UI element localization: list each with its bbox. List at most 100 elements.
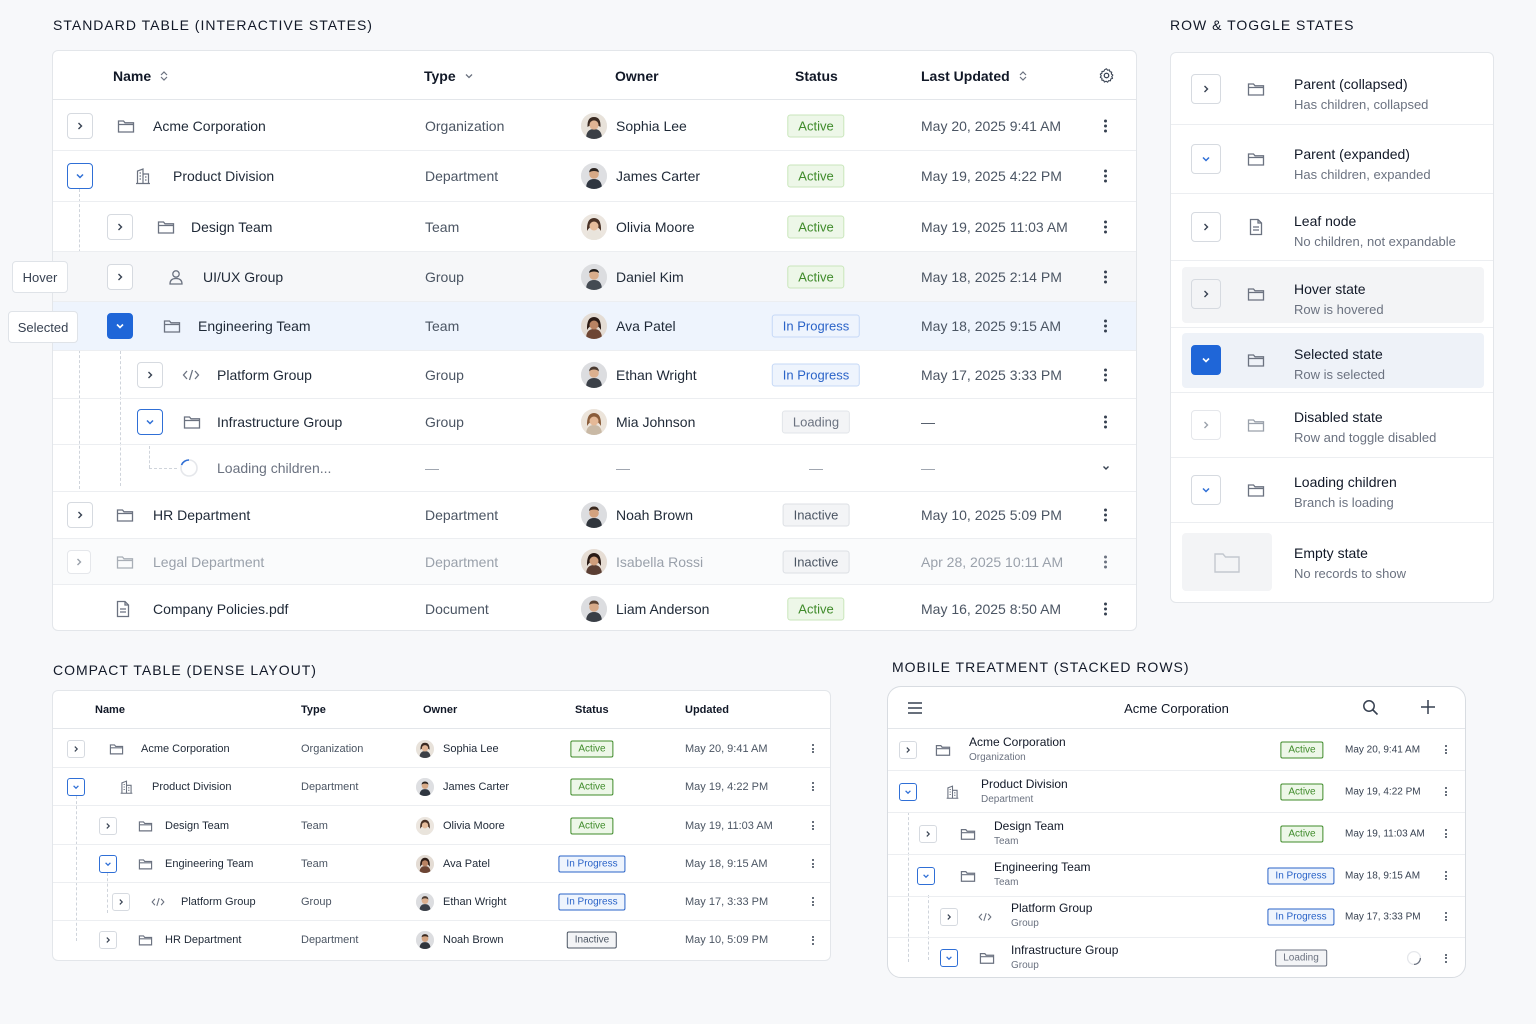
table-row[interactable]: Product Division Department James Carter… bbox=[53, 768, 830, 806]
mobile-row[interactable]: Acme Corporation Organization Active May… bbox=[888, 729, 1465, 771]
expand-toggle[interactable] bbox=[67, 777, 85, 796]
more-options-icon[interactable] bbox=[1104, 413, 1108, 430]
more-options-icon[interactable] bbox=[1445, 744, 1449, 756]
state-item: Empty state No records to show bbox=[1171, 523, 1493, 603]
row-name: Design Team bbox=[165, 819, 229, 832]
table-row-selected[interactable]: Engineering Team Team Ava Patel In Progr… bbox=[53, 302, 1136, 351]
mobile-row[interactable]: Product Division Department Active May 1… bbox=[888, 771, 1465, 813]
expand-toggle[interactable] bbox=[1191, 279, 1221, 309]
row-type: Group bbox=[301, 895, 332, 908]
column-status[interactable]: Status bbox=[575, 704, 609, 716]
more-options-icon[interactable] bbox=[812, 934, 816, 946]
table-row[interactable]: Infrastructure Group Group Mia Johnson L… bbox=[53, 399, 1136, 445]
column-updated[interactable]: Updated bbox=[685, 704, 729, 716]
more-options-icon[interactable] bbox=[1104, 268, 1108, 285]
row-toggle-states-panel: Parent (collapsed) Has children, collaps… bbox=[1170, 52, 1494, 603]
more-options-icon[interactable] bbox=[1104, 507, 1108, 524]
expand-toggle[interactable] bbox=[940, 907, 958, 926]
column-type[interactable]: Type bbox=[301, 704, 326, 716]
mobile-row[interactable]: Infrastructure Group Group Loading bbox=[888, 937, 1465, 977]
expand-toggle[interactable] bbox=[137, 361, 163, 388]
expand-toggle[interactable] bbox=[67, 739, 85, 758]
more-options-icon[interactable] bbox=[1104, 117, 1108, 134]
expand-toggle[interactable] bbox=[107, 313, 133, 339]
loading-spinner-icon bbox=[179, 458, 199, 478]
column-status[interactable]: Status bbox=[795, 68, 838, 84]
expand-toggle[interactable] bbox=[67, 163, 93, 189]
tree-guide-line bbox=[908, 812, 909, 962]
expand-toggle[interactable] bbox=[1191, 345, 1221, 375]
column-owner[interactable]: Owner bbox=[423, 704, 458, 716]
table-row[interactable]: Design Team Team Olivia Moore Active May… bbox=[53, 202, 1136, 252]
expand-toggle[interactable] bbox=[1191, 212, 1221, 242]
table-row[interactable]: Company Policies.pdf Document Liam Ander… bbox=[53, 585, 1136, 630]
table-row[interactable]: HR Department Department Noah Brown Inac… bbox=[53, 921, 830, 959]
expand-toggle[interactable] bbox=[940, 949, 958, 967]
expand-toggle[interactable] bbox=[137, 408, 163, 435]
column-updated[interactable]: Last Updated bbox=[921, 68, 1028, 84]
more-options-icon[interactable] bbox=[1445, 870, 1449, 882]
table-row[interactable]: Engineering Team Team Ava Patel In Progr… bbox=[53, 845, 830, 883]
table-row[interactable]: Acme Corporation Organization Sophia Lee… bbox=[53, 101, 1136, 151]
chevron-down-icon[interactable] bbox=[1102, 464, 1110, 472]
settings-gear-icon[interactable] bbox=[1098, 67, 1115, 84]
expand-toggle[interactable] bbox=[99, 931, 117, 949]
column-type[interactable]: Type bbox=[424, 68, 474, 84]
table-row[interactable]: Product Division Department James Carter… bbox=[53, 151, 1136, 202]
column-owner[interactable]: Owner bbox=[615, 68, 659, 84]
more-options-icon[interactable] bbox=[812, 858, 816, 870]
expand-toggle[interactable] bbox=[107, 213, 133, 240]
avatar bbox=[416, 816, 434, 835]
expand-toggle[interactable] bbox=[917, 866, 935, 885]
more-options-icon[interactable] bbox=[812, 743, 816, 755]
expand-toggle[interactable] bbox=[67, 502, 93, 528]
row-owner: — bbox=[616, 460, 630, 476]
row-name: Product Division bbox=[152, 780, 232, 793]
expand-toggle[interactable] bbox=[1191, 73, 1221, 104]
expand-toggle[interactable] bbox=[112, 892, 130, 911]
expand-toggle[interactable] bbox=[99, 816, 117, 835]
search-icon[interactable] bbox=[1362, 699, 1379, 716]
more-options-icon[interactable] bbox=[1445, 786, 1449, 798]
expand-toggle[interactable] bbox=[899, 782, 917, 801]
row-type: — bbox=[425, 460, 439, 476]
mobile-row[interactable]: Platform Group Group In Progress May 17,… bbox=[888, 896, 1465, 938]
more-options-icon[interactable] bbox=[1104, 168, 1108, 185]
add-icon[interactable] bbox=[1420, 699, 1436, 715]
more-options-icon[interactable] bbox=[812, 820, 816, 832]
avatar bbox=[581, 548, 607, 575]
expand-toggle[interactable] bbox=[67, 112, 93, 139]
expand-toggle[interactable] bbox=[1191, 475, 1221, 505]
column-name[interactable]: Name bbox=[95, 704, 125, 716]
expand-toggle[interactable] bbox=[919, 824, 937, 843]
more-options-icon[interactable] bbox=[1445, 828, 1449, 840]
table-row-hovered[interactable]: UI/UX Group Group Daniel Kim Active May … bbox=[53, 252, 1136, 302]
more-options-icon[interactable] bbox=[1445, 952, 1449, 964]
menu-icon[interactable] bbox=[907, 701, 923, 715]
table-row[interactable]: Acme Corporation Organization Sophia Lee… bbox=[53, 730, 830, 768]
folder-icon bbox=[163, 318, 181, 334]
more-options-icon[interactable] bbox=[812, 896, 816, 908]
more-options-icon[interactable] bbox=[1104, 318, 1108, 335]
status-badge: Active bbox=[1280, 741, 1324, 758]
more-options-icon[interactable] bbox=[1104, 218, 1108, 235]
more-options-icon[interactable] bbox=[1445, 911, 1449, 923]
table-row[interactable]: Platform Group Group Ethan Wright In Pro… bbox=[53, 351, 1136, 399]
more-options-icon[interactable] bbox=[812, 781, 816, 793]
status-badge: Active bbox=[787, 164, 845, 188]
mobile-row[interactable]: Design Team Team Active May 19, 11:03 AM bbox=[888, 813, 1465, 855]
expand-toggle[interactable] bbox=[99, 854, 117, 873]
table-row[interactable]: HR Department Department Noah Brown Inac… bbox=[53, 492, 1136, 539]
row-owner: Ava Patel bbox=[616, 318, 676, 334]
column-name[interactable]: Name bbox=[113, 68, 169, 84]
tree-guide-line bbox=[149, 446, 150, 468]
row-owner: James Carter bbox=[616, 168, 701, 184]
more-options-icon[interactable] bbox=[1104, 366, 1108, 383]
table-row[interactable]: Platform Group Group Ethan Wright In Pro… bbox=[53, 883, 830, 921]
table-row[interactable]: Design Team Team Olivia Moore Active May… bbox=[53, 807, 830, 845]
mobile-row[interactable]: Engineering Team Team In Progress May 18… bbox=[888, 855, 1465, 897]
expand-toggle[interactable] bbox=[1191, 144, 1221, 174]
expand-toggle[interactable] bbox=[107, 263, 133, 290]
more-options-icon[interactable] bbox=[1104, 600, 1108, 617]
expand-toggle[interactable] bbox=[899, 740, 917, 759]
